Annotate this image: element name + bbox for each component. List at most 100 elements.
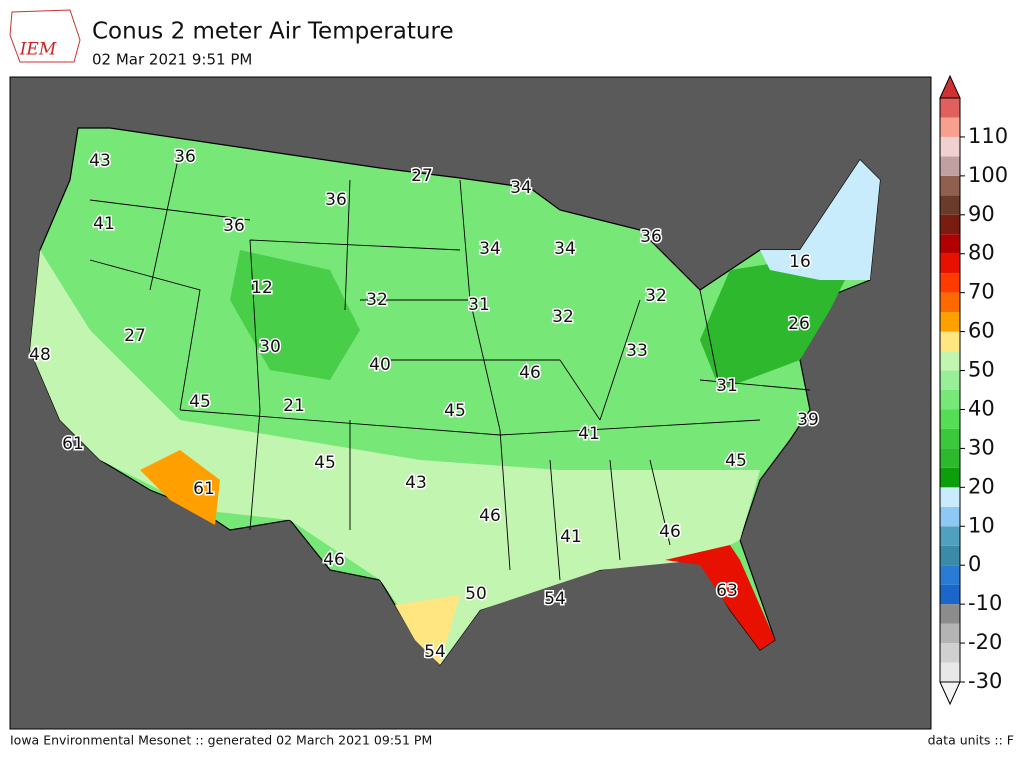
colorbar-bin	[940, 98, 960, 118]
colorbar-bin	[940, 351, 960, 371]
colorbar-frame	[939, 97, 961, 683]
colorbar-bin	[940, 526, 960, 546]
colorbar-bin	[940, 253, 960, 274]
station-label: 41	[93, 214, 115, 234]
colorbar-tick-label: 60	[968, 319, 995, 343]
colorbar-bin	[940, 584, 960, 605]
colorbar-tick-label: -20	[968, 630, 1002, 654]
station-label: 26	[788, 314, 810, 334]
colorbar-bin	[940, 273, 960, 293]
colorbar-bin	[940, 136, 960, 157]
station-label: 31	[468, 295, 490, 315]
station-label: 16	[789, 252, 811, 272]
station-label: 36	[640, 227, 662, 247]
colorbar-tick-label: 0	[968, 552, 981, 576]
station-label: 43	[405, 473, 427, 493]
station-label: 32	[366, 290, 388, 310]
colorbar-bin	[940, 234, 960, 254]
station-label: 46	[479, 506, 501, 526]
station-label: 30	[259, 337, 281, 357]
station-label: 46	[323, 550, 345, 570]
station-label: 27	[124, 326, 146, 346]
colorbar-bin	[940, 390, 960, 410]
colorbar-bin	[940, 565, 960, 585]
cold-new-england	[760, 160, 880, 280]
station-label: 36	[174, 147, 196, 167]
colorbar-tick-label: 110	[968, 124, 1008, 148]
colorbar-under	[939, 681, 961, 706]
colorbar-tick-label: 40	[968, 396, 995, 420]
station-label: 50	[465, 584, 487, 604]
station-label: 41	[578, 424, 600, 444]
warm-south	[30, 250, 760, 665]
colorbar-bin	[940, 370, 960, 390]
station-label: 45	[444, 401, 466, 421]
colorbar-tick-label: 50	[968, 358, 995, 382]
station-label: 45	[189, 392, 211, 412]
colorbar-bin	[940, 623, 960, 644]
station-label: 39	[797, 410, 819, 430]
station-label: 40	[369, 355, 391, 375]
station-label: 45	[314, 453, 336, 473]
station-label: 54	[544, 589, 566, 609]
colorbar-tick-label: 80	[968, 241, 995, 265]
colorbar-bin	[940, 312, 960, 332]
colorbar: -30 -20 -10 0 10 20 30 40 50 60 70 80 90 100 110	[939, 74, 1008, 706]
colorbar-bin	[940, 409, 960, 429]
colorbar-bin	[940, 214, 960, 235]
colorbar-bin	[940, 175, 960, 196]
colorbar-tick-label: 20	[968, 474, 995, 498]
colorbar-bin	[940, 331, 960, 352]
station-label: 43	[89, 151, 111, 171]
station-label: 36	[325, 190, 347, 210]
colorbar-tick-label: 70	[968, 280, 995, 304]
station-label: 46	[659, 522, 681, 542]
subtitle: 02 Mar 2021 9:51 PM	[92, 51, 252, 69]
warm-texas	[395, 595, 460, 665]
colorbar-tick-label: 30	[968, 435, 995, 459]
colorbar-tick-label: 10	[968, 513, 995, 537]
colorbar-bin	[940, 487, 960, 507]
colorbar-bin	[940, 643, 960, 663]
station-label: 48	[29, 345, 51, 365]
cool-northeast	[700, 250, 860, 390]
colorbar-bin	[940, 662, 960, 682]
station-label: 34	[510, 178, 532, 198]
colorbar-bin	[940, 156, 960, 176]
hot-southwest	[140, 450, 220, 525]
hot-florida	[665, 545, 775, 650]
colorbar-bin	[940, 604, 960, 624]
colorbar-bin	[940, 448, 960, 468]
cool-northwest	[230, 250, 360, 380]
footer-right: data units :: F	[928, 733, 1014, 748]
station-label: 34	[554, 239, 576, 259]
colorbar-bin	[940, 117, 960, 137]
colorbar-bin	[940, 545, 960, 566]
colorbar-tick-label: -10	[968, 591, 1002, 615]
colorbar-bin	[940, 428, 960, 449]
colorbar-tick-label: -30	[968, 669, 1002, 693]
station-label: 36	[223, 216, 245, 236]
logo-text: IEM	[19, 40, 57, 60]
station-label: 32	[645, 286, 667, 306]
colorbar-over	[939, 74, 961, 99]
colorbar-tick-label: 100	[968, 163, 1008, 187]
station-label: 63	[716, 581, 738, 601]
station-label: 46	[519, 363, 541, 383]
title: Conus 2 meter Air Temperature	[92, 19, 454, 45]
colorbar-tick-label: 90	[968, 202, 995, 226]
station-label: 34	[479, 239, 501, 259]
station-label: 61	[62, 434, 84, 454]
station-label: 21	[283, 396, 305, 416]
station-label: 41	[560, 527, 582, 547]
footer-left: Iowa Environmental Mesonet :: generated …	[10, 733, 432, 748]
station-label: 54	[424, 642, 446, 662]
state-lines	[89, 149, 811, 581]
colorbar-bin	[940, 467, 960, 488]
station-label: 32	[552, 307, 574, 327]
colorbar-bin	[940, 292, 960, 313]
station-label: 61	[193, 479, 215, 499]
station-label: 12	[251, 278, 273, 298]
station-label: 45	[725, 451, 747, 471]
